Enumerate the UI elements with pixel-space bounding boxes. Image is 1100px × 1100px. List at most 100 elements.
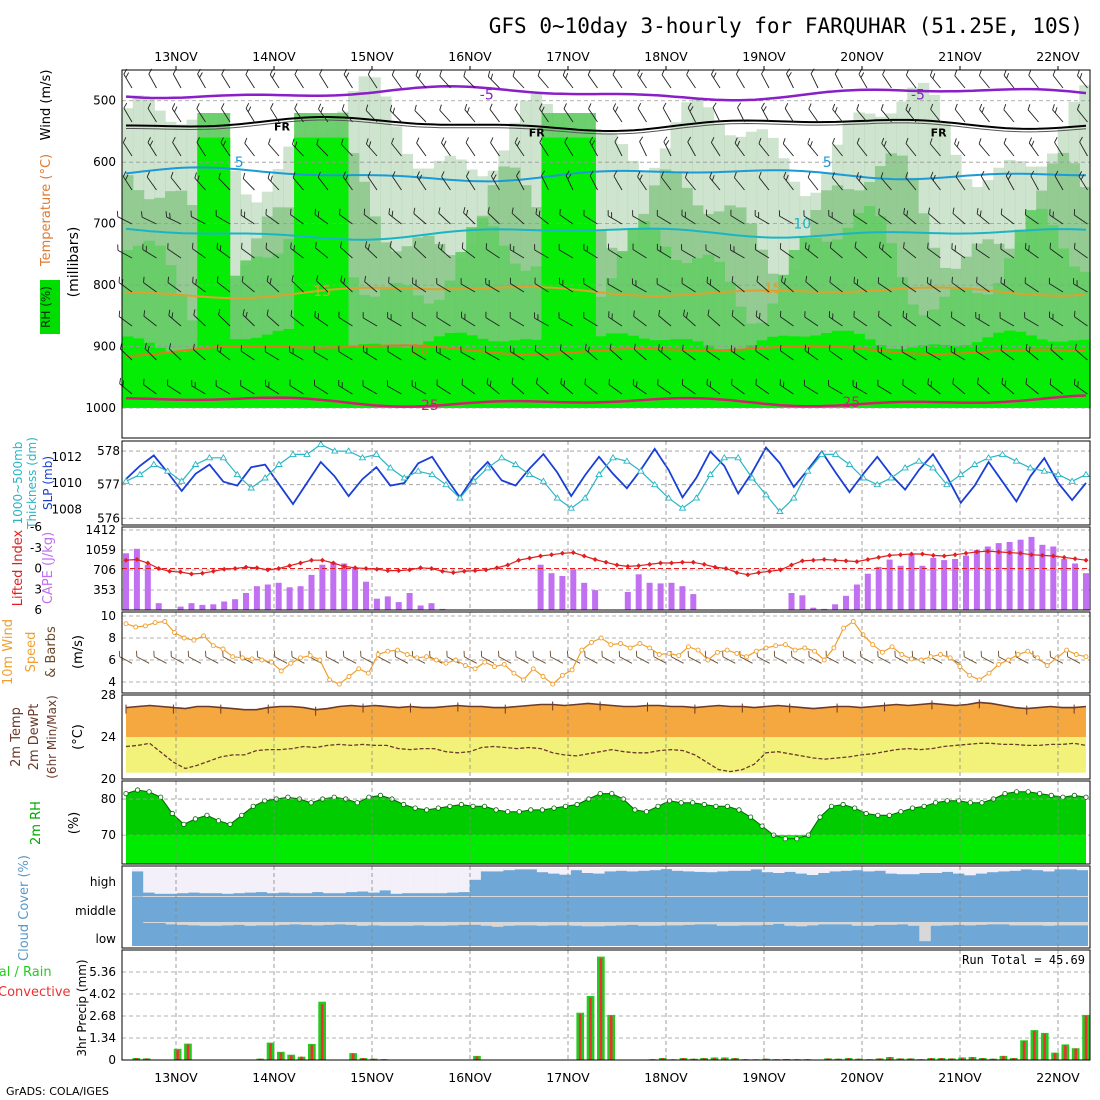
- cloud-clear-cell: [941, 868, 954, 872]
- wind-barb-staff: [485, 317, 500, 327]
- surface-wind-barb: [739, 650, 753, 664]
- wind-barb-staff: [976, 282, 990, 293]
- wind-barb-flag: [513, 347, 515, 354]
- wind-speed-point: [618, 641, 623, 646]
- wind-barb-flag: [465, 137, 469, 143]
- cloud-clear-cell: [276, 896, 288, 897]
- cloud-clear-cell: [795, 922, 808, 927]
- lifted-index-point: [1061, 554, 1067, 560]
- wind-barb-staff: [853, 282, 868, 293]
- lifted-tick-label: 3: [34, 582, 42, 596]
- wind-speed-point: [676, 653, 682, 659]
- thickness-point: [539, 477, 548, 484]
- thickness-point: [1040, 467, 1049, 474]
- wind-barb-staff: [905, 177, 917, 191]
- rh-shade-cell: [229, 339, 241, 408]
- wind-barb: [903, 207, 917, 225]
- wind-barb: [761, 102, 770, 123]
- wind-barb: [663, 136, 672, 157]
- thickness-point: [303, 450, 311, 457]
- rh-2m-point: [690, 800, 696, 806]
- cape-bar: [1028, 536, 1035, 610]
- wind-barb-staff: [1001, 383, 1015, 395]
- wind-barb-flag: [511, 207, 514, 214]
- wind-barb-staff: [810, 73, 819, 89]
- precip-convective-bar: [1012, 1058, 1016, 1060]
- wind-barb: [289, 346, 304, 361]
- wind-barb-flag: [660, 245, 662, 252]
- lifted-index-point: [778, 567, 783, 573]
- precip-convective-bar: [609, 1015, 613, 1060]
- wind-barb: [565, 170, 574, 191]
- cloud-clear-cell: [532, 896, 544, 897]
- cloud-clear-cell: [480, 922, 493, 926]
- cloud-clear-cell: [559, 868, 571, 875]
- lifted-index-point: [570, 550, 576, 556]
- rh-shade-cell: [261, 257, 274, 408]
- rh-shade-cell: [455, 332, 467, 408]
- wind-speed-point: [550, 681, 556, 687]
- wind-barb-staff: [266, 280, 280, 293]
- wind-barb-staff: [313, 351, 329, 361]
- wind-barb-flag: [416, 171, 420, 177]
- wind-barb-flag: [222, 140, 227, 147]
- wind-barb-staff: [218, 178, 231, 191]
- rh-2m-point: [516, 809, 522, 815]
- wind-barb-staff: [1049, 384, 1064, 395]
- cape-tick-label: 1412: [85, 523, 116, 537]
- surface-wind-barb: [480, 650, 495, 664]
- surface-wind-barb-staff: [722, 656, 736, 664]
- wind-barb-staff: [587, 74, 598, 89]
- wind-barb-staff: [951, 248, 966, 259]
- wind-barb: [930, 171, 941, 191]
- wind-barb: [658, 344, 672, 361]
- wind-barb-flag: [559, 208, 561, 215]
- wind-barb-staff: [438, 247, 451, 259]
- wind-barb: [146, 171, 157, 191]
- wind-barb-flag: [1074, 343, 1077, 350]
- wind-barb-flag: [265, 208, 267, 215]
- wind-barb: [439, 104, 451, 123]
- chart-title: GFS 0~10day 3-hourly for FARQUHAR (51.25…: [489, 14, 1083, 38]
- cloud-clear-cell: [176, 896, 188, 897]
- cloud-clear-cell: [491, 868, 504, 872]
- wind-barb: [999, 312, 1015, 327]
- wind-barb-flag: [639, 136, 644, 142]
- lifted-index-point: [418, 565, 423, 571]
- wind-barb-flag: [930, 103, 934, 110]
- wind-barb-staff: [292, 177, 304, 191]
- precip-convective-bar: [857, 1058, 861, 1060]
- rh-shade-cell: [616, 333, 629, 408]
- wind-speed-point: [511, 670, 517, 676]
- wind-barb: [485, 243, 500, 259]
- wind-barb-flag: [583, 243, 585, 250]
- wind-barb-flag: [853, 209, 855, 216]
- wind-barb-flag: [465, 209, 469, 216]
- cloud-clear-cell: [632, 896, 644, 897]
- rh-shade-cell: [810, 237, 822, 408]
- rh-shade-cell: [251, 337, 263, 408]
- rh-2m-point: [135, 787, 141, 793]
- wind-barb-flag: [784, 278, 786, 285]
- temperature-frame: [121, 694, 1091, 780]
- wind-barb-flag: [684, 211, 686, 218]
- wind-frame: [121, 611, 1091, 694]
- wind-barb-staff: [1074, 384, 1088, 395]
- wind-barb-flag: [804, 242, 807, 249]
- wind-barb-flag: [1003, 104, 1007, 110]
- wind-barb-staff: [803, 215, 819, 225]
- cloud-clear-cell: [863, 868, 875, 872]
- rh-shade-cell: [337, 137, 349, 408]
- wind-barb-flag: [656, 209, 658, 216]
- wind-barb-staff: [754, 215, 770, 225]
- precip-convective-bar: [1074, 1048, 1077, 1060]
- wind-barb: [559, 208, 574, 225]
- wind-barb-flag: [294, 103, 298, 109]
- wind-barb: [1024, 312, 1039, 327]
- rh-shade-cell: [143, 342, 155, 408]
- wind-barb-flag: [415, 69, 419, 76]
- surface-wind-barb: [980, 650, 995, 664]
- thickness-point: [650, 480, 659, 488]
- cloud-clear-cell: [267, 922, 279, 926]
